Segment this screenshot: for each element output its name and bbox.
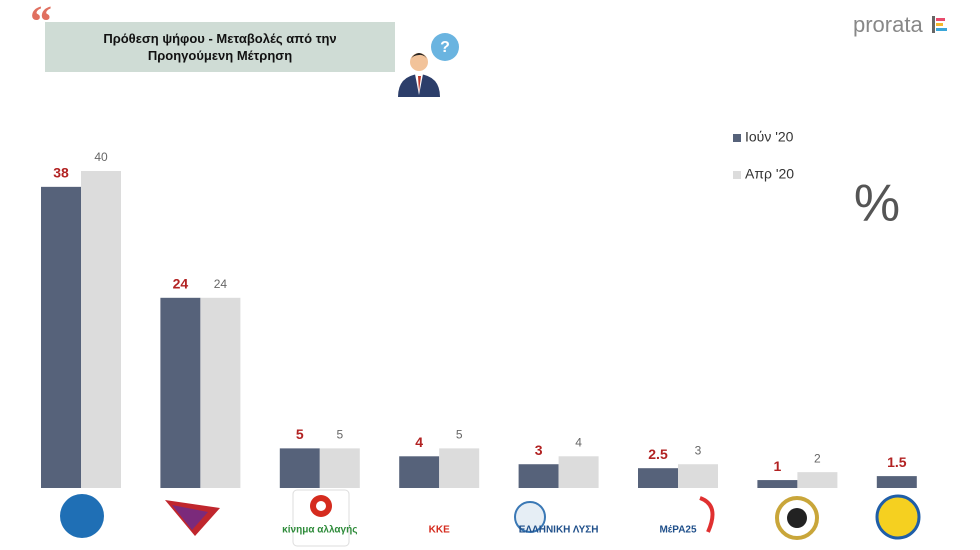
bar: [518, 464, 559, 488]
value-label: 2.5: [648, 446, 668, 462]
legend-label: Απρ '20: [745, 166, 794, 182]
title: Πρόθεση ψήφου - Μεταβολές από την Προηγο…: [45, 22, 395, 72]
legend-swatch: [733, 134, 741, 142]
value-label: 4: [575, 435, 582, 449]
value-label: 5: [336, 428, 343, 442]
bar: [638, 468, 678, 488]
x-tick-label: ΕΛΛΗΝΙΚΗ ΛΥΣΗ: [519, 525, 599, 536]
value-label: 1.5: [887, 454, 907, 470]
person-icon: ?: [398, 33, 459, 97]
value-label: 2: [814, 451, 821, 465]
value-label: 1: [774, 458, 782, 474]
value-label: 24: [214, 277, 228, 291]
unit-symbol: %: [854, 175, 900, 233]
value-label: 4: [415, 434, 423, 450]
bar: [319, 448, 360, 488]
legend-label: Ιούν '20: [745, 129, 794, 145]
bar: [81, 171, 121, 488]
logos: [60, 489, 921, 547]
bar: [279, 448, 320, 488]
brand-icon: [932, 16, 947, 33]
value-label: 40: [94, 150, 108, 164]
x-tick-label: κίνημα αλλαγής: [282, 525, 357, 536]
value-label: 38: [53, 165, 69, 181]
value-label: 5: [296, 426, 304, 442]
bar: [876, 476, 917, 488]
value-label: 24: [173, 276, 189, 292]
x-tick-label: ΜέΡΑ25: [659, 525, 697, 536]
legend-swatch: [733, 171, 741, 179]
bar: [200, 297, 241, 488]
x-tick-label: ΚΚΕ: [429, 525, 450, 536]
bar: [757, 480, 798, 488]
brand: prorata: [853, 12, 923, 37]
bar: [439, 448, 480, 488]
bar: [41, 186, 81, 488]
svg-text:?: ?: [440, 39, 450, 56]
bar: [678, 464, 718, 488]
value-label: 3: [535, 442, 543, 458]
value-label: 3: [695, 443, 702, 457]
bar: [797, 472, 838, 488]
bar: [558, 456, 599, 488]
bar: [399, 456, 440, 488]
value-label: 5: [456, 428, 463, 442]
bar: [160, 297, 201, 488]
